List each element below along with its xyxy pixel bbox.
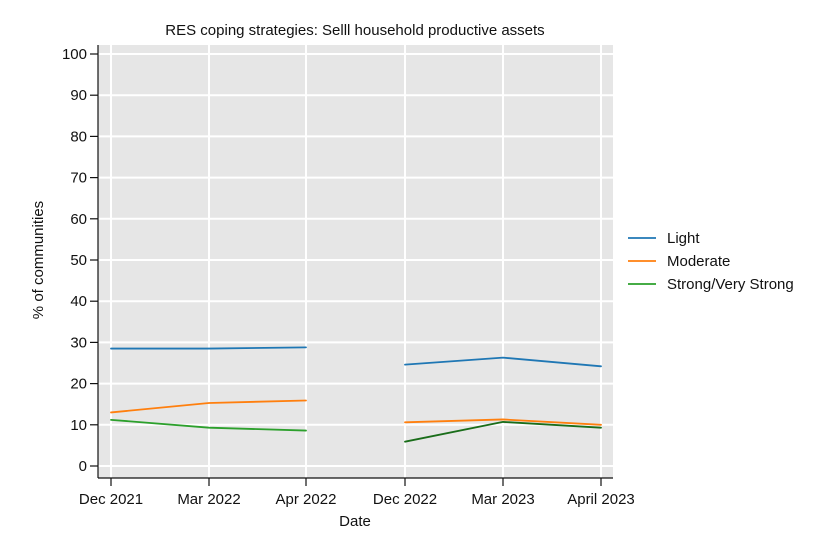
- chart-title: RES coping strategies: Selll household p…: [165, 22, 544, 39]
- x-tick-label: Apr 2022: [276, 491, 337, 508]
- series-line-strong-very-strong-segment-2: [404, 421, 602, 443]
- plot-background: [98, 45, 613, 478]
- series-line-light-segment-2: [404, 356, 602, 368]
- y-tick-label: 50: [70, 252, 87, 269]
- y-tick-label: 0: [79, 458, 87, 475]
- y-tick-label: 30: [70, 334, 87, 351]
- legend-label-strong-very-strong: Strong/Very Strong: [667, 276, 794, 293]
- series-line-moderate-segment-2: [404, 418, 602, 426]
- y-tick-label: 90: [70, 87, 87, 104]
- y-tick-label: 70: [70, 170, 87, 187]
- x-tick-label: Dec 2021: [79, 491, 143, 508]
- legend: Light Moderate Strong/Very Strong: [628, 230, 794, 293]
- x-axis-title: Date: [339, 513, 371, 530]
- x-tick-label: Dec 2022: [373, 491, 437, 508]
- legend-label-moderate: Moderate: [667, 253, 730, 270]
- legend-label-light: Light: [667, 230, 700, 247]
- x-tick-label: Mar 2022: [177, 491, 240, 508]
- plot-area: 0 10 20 30 40 50 60 70 80 90 100 Dec 2021 Mar 2022 Ap…: [62, 45, 635, 508]
- series-line-light-segment-1: [110, 346, 307, 350]
- y-tick-label: 10: [70, 417, 87, 434]
- y-tick-label: 60: [70, 211, 87, 228]
- y-tick-label: 80: [70, 128, 87, 145]
- x-tick-label: Mar 2023: [471, 491, 534, 508]
- y-tick-label: 20: [70, 376, 87, 393]
- y-tick-label: 40: [70, 293, 87, 310]
- x-tick-label: April 2023: [567, 491, 635, 508]
- series-line-moderate-segment-1: [110, 399, 307, 414]
- y-tick-label: 100: [62, 46, 87, 63]
- series-line-strong-very-strong-segment-1: [110, 418, 307, 432]
- y-axis-title: % of communities: [30, 201, 47, 319]
